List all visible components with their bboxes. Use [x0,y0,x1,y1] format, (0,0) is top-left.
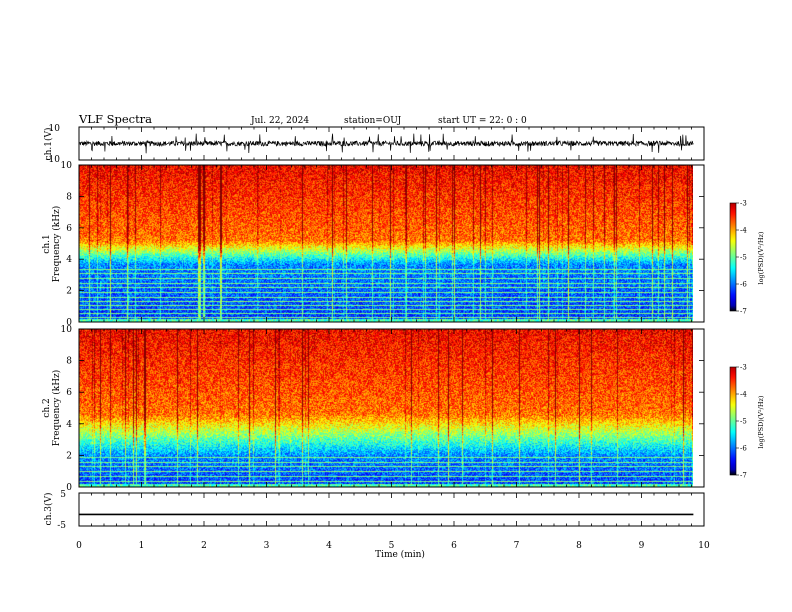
ch2-freq-ytick-label: 10 [61,325,73,335]
time-tick-label: 8 [576,541,582,551]
figure-title: VLF Spectra [78,112,152,126]
ch1-colorbar: -3 -4 -5 -6 -7 [729,200,747,316]
ch2-colorbar-label: log(PSD)(V²/Hz) [757,395,765,448]
ch1-colorbar-tick-label: -7 [740,308,747,316]
time-tick-label: 4 [326,541,332,551]
ch2-spectrogram-pixels [79,329,693,487]
ch2-colorbar-tick-label: -3 [740,364,747,372]
ch1-colorbar-scale [729,202,737,312]
ch2-freq-ytick-label: 8 [66,357,72,367]
ch1-ytick-bottom: -10 [46,155,61,165]
ch2-spectrogram-image [79,329,693,487]
ch2-colorbar: -3 -4 -5 -6 -7 [729,364,747,480]
ch1-spectrogram-yticks: 0 2 4 6 8 10 [61,161,704,328]
time-tick-label: 0 [76,541,82,551]
panel-ch1-waveform: 10 -10 ch.1(V) [43,124,705,165]
ch1-freq-ytick-label: 4 [66,255,72,265]
ch2-freq-ytick-label: 2 [66,451,72,461]
time-axis-label: Time (min) [375,549,425,560]
ch2-freq-ytick-label: 4 [66,420,72,430]
ch1-spectrogram-ticks [78,165,705,322]
ch3-waveform-ylabel: ch.3(V) [43,493,54,526]
time-axis-ticklabels: 0 1 2 3 4 5 6 7 8 9 10 [76,541,710,551]
time-tick-label: 9 [639,541,645,551]
ch1-freq-ytick-label: 6 [66,224,72,234]
figure-start-ut: start UT = 22: 0 : 0 [438,116,527,126]
ch1-colorbar-label: log(PSD)(V²/Hz) [757,231,765,284]
ch1-freq-ytick-label: 10 [61,161,73,171]
ch2-colorbar-scale [729,366,737,476]
ch2-colorbar-tick-label: -5 [740,418,747,426]
ch2-freq-ytick-label: 0 [66,483,72,493]
time-tick-label: 10 [698,541,710,551]
ch1-waveform-line [78,133,694,154]
ch3-waveform-ticks [78,493,705,526]
time-tick-label: 2 [201,541,207,551]
ch2-spectrogram-yticks: 0 2 4 6 8 10 [61,325,704,493]
time-tick-label: 3 [264,541,270,551]
ch1-spectrogram-image [79,165,693,322]
ch3-ytick-bottom: -5 [57,521,66,531]
time-tick-label: 7 [514,541,520,551]
ch2-spectrogram-ylabel: Frequency (kHz) [51,370,62,447]
time-tick-label: 6 [451,541,457,551]
ch1-ytick-top: 10 [49,124,61,134]
ch1-spectrogram-pixels [79,165,693,322]
ch1-freq-ytick-label: 8 [66,192,72,202]
ch1-freq-ytick-label: 2 [66,287,72,297]
ch1-colorbar-tick-label: -5 [740,254,747,262]
ch1-freq-ytick-label: 0 [66,318,72,328]
ch1-waveform-ticks [78,127,705,160]
ch1-colorbar-tick-label: -4 [740,227,747,235]
ch2-colorbar-tick-label: -6 [740,445,747,453]
ch1-spectrogram-channel-label: ch.1 [42,234,52,253]
ch3-ytick-top: 5 [60,490,66,500]
ch1-waveform-ylabel: ch.1(V) [43,128,54,161]
panel-ch3-waveform: 5 -5 ch.3(V) [43,490,705,531]
time-tick-label: 5 [389,541,395,551]
ch2-freq-ytick-label: 6 [66,388,72,398]
ch1-colorbar-tick-label: -3 [740,200,747,208]
ch1-spectrogram-ylabel: Frequency (kHz) [51,206,62,283]
ch2-spectrogram-ticks [78,329,705,487]
ch1-colorbar-tick-label: -6 [740,281,747,289]
ch1-waveform-trace [78,133,694,154]
ch2-colorbar-tick-label: -4 [740,391,747,399]
ch2-spectrogram-channel-label: ch.2 [42,398,52,417]
ch2-colorbar-tick-label: -7 [740,472,747,480]
time-tick-label: 1 [139,541,145,551]
figure-station: station=OUJ [344,116,402,126]
figure-date: Jul. 22, 2024 [250,116,309,126]
